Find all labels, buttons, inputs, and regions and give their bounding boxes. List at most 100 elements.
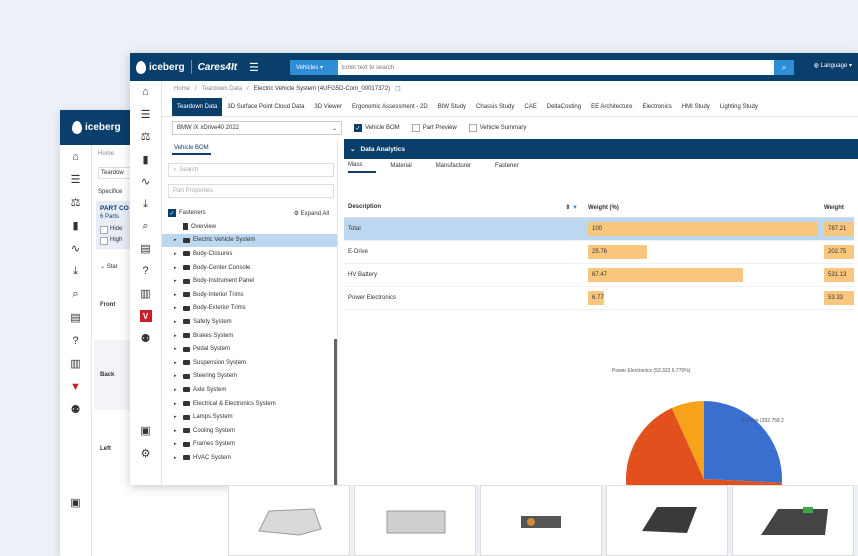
tree-node[interactable]: ▸ Cooling System bbox=[162, 424, 337, 438]
help-icon[interactable]: ? bbox=[72, 334, 79, 347]
tab-deltacosting[interactable]: DeltaCosting bbox=[546, 103, 582, 110]
scale-icon[interactable]: ⚖ bbox=[140, 131, 151, 144]
book-icon[interactable]: ▥ bbox=[70, 358, 81, 370]
tab-3d-viewer[interactable]: 3D Viewer bbox=[314, 103, 342, 110]
list-icon[interactable]: ☰ bbox=[140, 109, 151, 122]
help-icon[interactable]: ? bbox=[142, 265, 149, 278]
back-opt-hide[interactable]: Hide bbox=[100, 226, 152, 234]
scale-icon[interactable]: ⚖ bbox=[70, 197, 81, 209]
caret-right-icon[interactable]: ▸ bbox=[174, 264, 177, 271]
report-icon[interactable]: ▤ bbox=[140, 243, 151, 256]
back-star[interactable]: ⌄ Star bbox=[100, 264, 118, 270]
sort-icon[interactable]: ⇕ ▼ bbox=[565, 205, 578, 212]
tab-mass[interactable]: Mass bbox=[348, 159, 377, 173]
part-thumbnail[interactable] bbox=[228, 485, 350, 556]
tab-lighting[interactable]: Lighting Study bbox=[719, 103, 758, 110]
download-icon[interactable]: ⤓ bbox=[73, 265, 78, 277]
caret-right-icon[interactable]: ▸ bbox=[174, 318, 177, 325]
table-row[interactable]: HV Battery 67.47 531.13 bbox=[344, 263, 854, 287]
tree-node[interactable]: ▸ Suspension System bbox=[162, 356, 337, 370]
tree-search-input[interactable]: ⌕ Search bbox=[168, 163, 334, 177]
caret-right-icon[interactable]: ▸ bbox=[174, 441, 177, 448]
check-vehicle-bom[interactable]: ✓ Vehicle BOM bbox=[354, 124, 400, 132]
tab-chassis[interactable]: Chassis Study bbox=[476, 103, 515, 110]
settings-icon[interactable]: ⚙ bbox=[140, 447, 151, 460]
tree-node-overview[interactable]: Overview bbox=[162, 220, 337, 234]
caret-right-icon[interactable]: ▸ bbox=[174, 237, 177, 244]
col-weight[interactable]: Weight bbox=[820, 199, 854, 218]
copy-icon[interactable]: ❐ bbox=[395, 86, 401, 93]
part-properties-select[interactable]: Part Properties bbox=[168, 184, 334, 198]
search-icon[interactable]: ⌕ bbox=[142, 220, 149, 233]
pie-slice-power-electronics[interactable] bbox=[671, 401, 704, 479]
col-description[interactable]: Description ⇕ ▼ bbox=[344, 199, 584, 218]
tree-node[interactable]: ▸ Pedal System bbox=[162, 342, 337, 356]
tree-scrollbar[interactable] bbox=[334, 339, 337, 485]
caret-right-icon[interactable]: ▸ bbox=[174, 359, 177, 366]
breadcrumb-teardown[interactable]: Teardown Data bbox=[201, 86, 243, 92]
users-icon[interactable]: ⚉ bbox=[70, 404, 81, 416]
bookmark-icon[interactable]: ▮ bbox=[72, 220, 79, 232]
search-icon[interactable]: ⌕ bbox=[72, 288, 79, 300]
logo[interactable]: iceberg Cares4It bbox=[130, 60, 237, 74]
language-select[interactable]: ◍ Language ▾ bbox=[813, 63, 852, 69]
back-breadcrumb[interactable]: Home bbox=[98, 151, 115, 157]
v-logo-icon[interactable]: V bbox=[130, 305, 161, 327]
tab-ee-architecture[interactable]: EE Architecture bbox=[591, 103, 633, 110]
home-icon[interactable]: ⌂ bbox=[72, 150, 79, 163]
report-icon[interactable]: ▤ bbox=[70, 312, 81, 324]
tree-node[interactable]: ▸ Body-Closures bbox=[162, 247, 337, 261]
tree-node[interactable]: ▸ Body-Interior Trims bbox=[162, 288, 337, 302]
pie-slice-e-drive[interactable] bbox=[704, 401, 782, 483]
search-input[interactable] bbox=[338, 60, 774, 75]
caret-right-icon[interactable]: ▸ bbox=[174, 250, 177, 257]
tree-node[interactable]: ▸ Body-Exterior Trims bbox=[162, 302, 337, 316]
tab-ergonomic[interactable]: Ergonomic Assessment - 2D bbox=[351, 103, 428, 110]
caret-right-icon[interactable]: ▸ bbox=[174, 414, 177, 421]
part-thumbnail[interactable] bbox=[606, 485, 728, 556]
chart-icon[interactable]: ∿ bbox=[140, 176, 151, 189]
tree-node[interactable]: ▸ Electrical & Electronics System bbox=[162, 397, 337, 411]
back-opt-high[interactable]: High bbox=[100, 237, 152, 245]
tab-fastener[interactable]: Fastener bbox=[495, 163, 519, 169]
caret-right-icon[interactable]: ▸ bbox=[174, 400, 177, 407]
search-category-select[interactable]: Vehicles ▾ bbox=[290, 60, 338, 75]
doc-icon[interactable]: ▣ bbox=[140, 425, 151, 438]
tree-node[interactable]: ▸ Body-Center Console bbox=[162, 261, 337, 275]
tree-node[interactable]: ▸ Axle System bbox=[162, 383, 337, 397]
tree-node[interactable]: ▸ Safety System bbox=[162, 315, 337, 329]
tab-biw[interactable]: BIW Study bbox=[437, 103, 467, 110]
tree-node[interactable]: ▸ HVAC System bbox=[162, 451, 337, 465]
tree-node[interactable]: ▸ Body-Instrument Panel bbox=[162, 274, 337, 288]
v-logo-icon[interactable]: ▼ bbox=[70, 380, 81, 393]
home-icon[interactable]: ⌂ bbox=[142, 86, 149, 99]
caret-right-icon[interactable]: ▸ bbox=[174, 454, 177, 461]
caret-right-icon[interactable]: ▸ bbox=[174, 291, 177, 298]
bookmark-icon[interactable]: ▮ bbox=[142, 153, 149, 166]
caret-right-icon[interactable]: ▸ bbox=[174, 346, 177, 353]
part-thumbnail[interactable] bbox=[732, 485, 854, 556]
expand-all-button[interactable]: ⚙ Expand All bbox=[293, 210, 329, 217]
col-weight-pct[interactable]: Weight (%) bbox=[584, 199, 820, 218]
caret-right-icon[interactable]: ▸ bbox=[174, 332, 177, 339]
search-button[interactable]: ⌕ bbox=[774, 60, 794, 75]
download-icon[interactable]: ⤓ bbox=[143, 197, 148, 210]
tree-node[interactable]: ▸ Electric Vehicle System bbox=[162, 233, 337, 248]
tab-vehicle-bom[interactable]: Vehicle BOM bbox=[162, 139, 337, 155]
tab-teardown-data[interactable]: Teardown Data bbox=[172, 97, 223, 116]
book-icon[interactable]: ▥ bbox=[140, 288, 151, 301]
caret-right-icon[interactable]: ▸ bbox=[174, 305, 177, 312]
caret-right-icon[interactable]: ▸ bbox=[174, 386, 177, 393]
tab-manufacturer[interactable]: Manufacturer bbox=[435, 163, 472, 169]
tab-cae[interactable]: CAE bbox=[524, 103, 537, 110]
table-row[interactable]: E-Drive 25.76 202.75 bbox=[344, 240, 854, 264]
tab-electronics[interactable]: Electronics bbox=[642, 103, 672, 110]
users-icon[interactable]: ⚉ bbox=[140, 332, 151, 345]
chart-icon[interactable]: ∿ bbox=[70, 243, 81, 255]
part-thumbnail[interactable] bbox=[354, 485, 476, 556]
tree-node[interactable]: ▸ Frames System bbox=[162, 438, 337, 452]
model-select[interactable]: BMW iX xDrive40 2022 ⌄ bbox=[172, 121, 342, 135]
pie-slice-hv-battery[interactable] bbox=[626, 407, 782, 485]
list-icon[interactable]: ☰ bbox=[70, 174, 81, 186]
breadcrumb-home[interactable]: Home bbox=[174, 86, 191, 92]
